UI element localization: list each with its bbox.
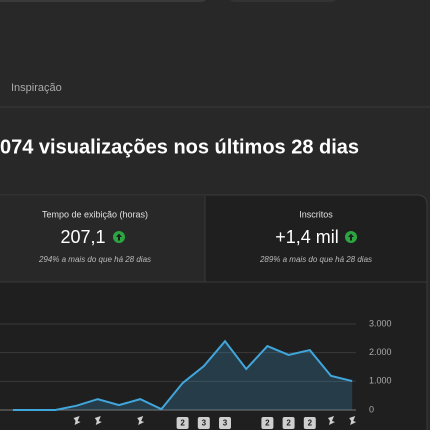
y-tick-label: 2.000 xyxy=(369,347,392,357)
video-badge xyxy=(197,417,210,429)
y-tick-label: 0 xyxy=(369,404,374,414)
video-badge-count: 2 xyxy=(308,419,313,428)
video-badge xyxy=(219,417,231,429)
up-arrow xyxy=(116,233,122,241)
chart: 0 1.000 2.000 3.000 2 3 3 2 2 2 xyxy=(0,318,392,429)
shorts-icon xyxy=(73,416,81,425)
up-arrow xyxy=(348,233,354,241)
shorts-icon xyxy=(328,416,335,425)
video-badge-count: 3 xyxy=(223,419,228,428)
video-badge xyxy=(176,417,189,429)
video-badge-count: 2 xyxy=(180,419,185,428)
metric-change: 294% a mais do que há 28 dias xyxy=(38,255,151,264)
metric-card-selected[interactable] xyxy=(0,196,205,282)
shorts-icon xyxy=(349,416,357,425)
search-bar[interactable] xyxy=(0,0,208,2)
tab-inspiracao[interactable]: Inspiração xyxy=(11,82,62,94)
video-badge xyxy=(282,417,295,429)
video-badge xyxy=(261,417,274,429)
video-badge-count: 2 xyxy=(265,419,270,428)
metric-title: Tempo de exibição (horas) xyxy=(42,209,148,219)
headline: 074 visualizações nos últimos 28 dias xyxy=(0,136,359,158)
metric-value: +1,4 mil xyxy=(275,227,339,247)
metric-title: Inscritos xyxy=(299,209,333,219)
metric-change: 289% a mais do que há 28 dias xyxy=(259,255,372,264)
metric-value: 207,1 xyxy=(60,227,105,247)
y-tick-label: 3.000 xyxy=(369,318,392,328)
video-badge xyxy=(303,417,316,429)
y-tick-label: 1.000 xyxy=(369,376,392,386)
video-badge-count: 2 xyxy=(286,419,291,428)
video-badge-count: 3 xyxy=(202,419,207,428)
top-button[interactable] xyxy=(228,0,338,2)
line xyxy=(13,339,353,411)
area-fill xyxy=(13,341,353,410)
shorts-icon xyxy=(137,416,145,425)
shorts-icon xyxy=(94,416,102,425)
